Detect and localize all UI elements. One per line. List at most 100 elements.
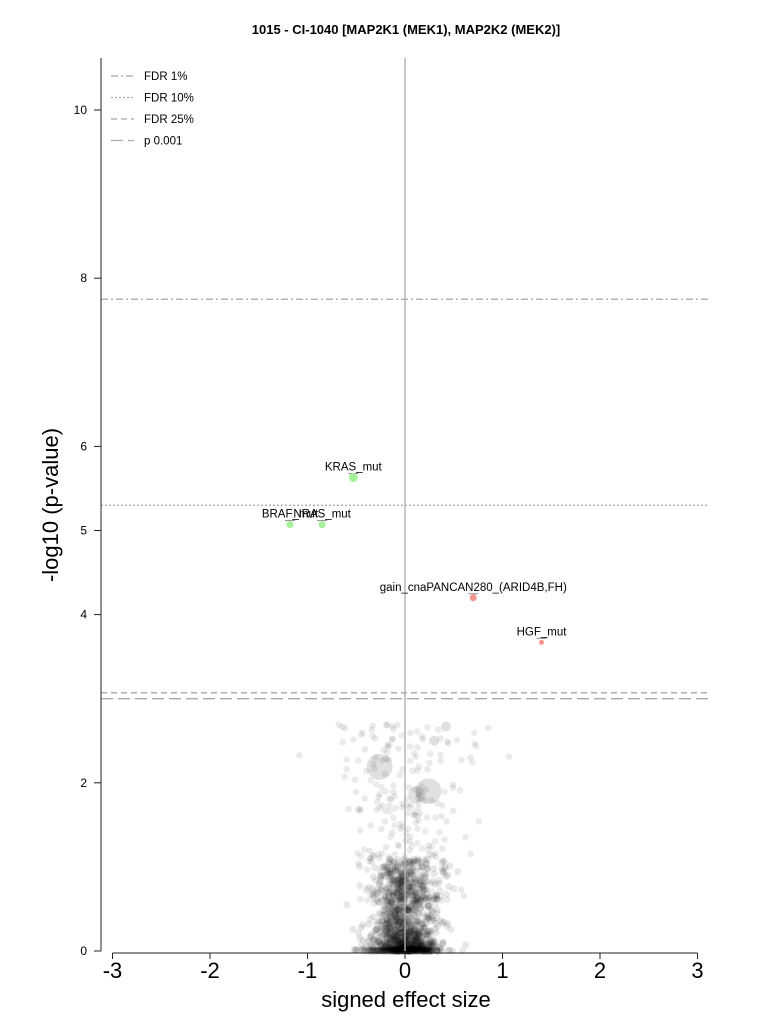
background-point (421, 945, 430, 953)
background-point (376, 854, 383, 862)
background-point (396, 875, 404, 883)
background-point (395, 946, 403, 954)
background-point (391, 946, 399, 954)
background-point (393, 947, 402, 955)
background-point (392, 889, 400, 896)
background-point (412, 819, 420, 826)
background-point (415, 931, 423, 939)
background-point (411, 906, 419, 914)
background-point (458, 756, 465, 764)
background-point (366, 855, 374, 862)
background-point (410, 936, 419, 944)
background-point (381, 938, 390, 947)
background-point (355, 859, 362, 867)
background-point (398, 878, 406, 887)
background-point (381, 893, 388, 901)
background-point (369, 884, 377, 893)
background-point (400, 920, 408, 928)
background-point (438, 812, 445, 820)
background-point (413, 879, 420, 886)
background-point (412, 945, 420, 953)
background-point (413, 839, 421, 847)
background-point (352, 946, 360, 954)
background-point (412, 867, 420, 876)
background-point (396, 918, 404, 926)
background-point (413, 936, 422, 944)
background-point (398, 875, 406, 883)
background-point (391, 866, 400, 874)
background-point (389, 944, 397, 952)
background-point (414, 895, 422, 902)
background-point (382, 788, 389, 795)
background-point (431, 938, 439, 946)
background-point (406, 876, 414, 884)
background-point (381, 946, 389, 954)
background-point (394, 880, 402, 889)
background-point (393, 883, 401, 890)
background-point (413, 857, 421, 865)
background-point (383, 904, 391, 913)
background-point (418, 862, 426, 871)
background-point (439, 845, 446, 853)
background-point (394, 861, 402, 869)
background-point (381, 770, 389, 778)
background-point (422, 946, 430, 955)
background-point (432, 814, 439, 822)
background-point (395, 902, 403, 910)
background-point (424, 866, 431, 873)
background-point (411, 931, 419, 939)
background-point (406, 946, 414, 954)
background-point (411, 932, 419, 940)
background-point (396, 893, 404, 902)
background-point (415, 864, 422, 871)
background-point (391, 943, 400, 951)
background-point (395, 895, 402, 902)
background-point (374, 946, 383, 954)
background-point (397, 939, 406, 947)
background-point (404, 903, 412, 912)
background-point (418, 944, 427, 952)
background-point (404, 905, 412, 913)
background-point (387, 833, 394, 841)
background-point (410, 925, 418, 933)
background-point (341, 773, 348, 780)
background-point (343, 901, 351, 909)
background-point (400, 898, 408, 907)
background-point (428, 942, 437, 950)
background-point (411, 940, 419, 948)
background-point (411, 897, 419, 904)
background-point (417, 926, 425, 935)
background-point (383, 862, 391, 870)
background-point (421, 886, 428, 894)
background-point (411, 946, 419, 954)
background-point (404, 933, 413, 941)
point-label: gain_cnaPANCAN280_(ARID4B,FH) (380, 582, 567, 594)
background-point (418, 942, 426, 951)
background-point (409, 900, 417, 909)
background-point (414, 910, 422, 918)
background-point (392, 804, 399, 812)
background-point (393, 944, 401, 952)
background-point (394, 928, 402, 936)
background-point (379, 802, 386, 809)
background-point (384, 928, 392, 936)
background-point (410, 861, 417, 868)
background-point (426, 937, 435, 945)
background-point (386, 930, 395, 939)
background-point (369, 936, 377, 944)
background-point (370, 936, 378, 944)
background-point (392, 880, 400, 887)
background-point (425, 939, 433, 947)
background-point (400, 902, 408, 910)
background-point (419, 946, 428, 954)
background-point (433, 909, 441, 917)
background-point (390, 918, 398, 926)
background-point (397, 942, 405, 950)
background-point (393, 917, 401, 925)
background-point (407, 885, 414, 893)
background-point (423, 930, 431, 938)
background-point (391, 917, 400, 925)
background-point (387, 917, 395, 925)
background-point (389, 872, 397, 881)
background-point (381, 943, 389, 951)
